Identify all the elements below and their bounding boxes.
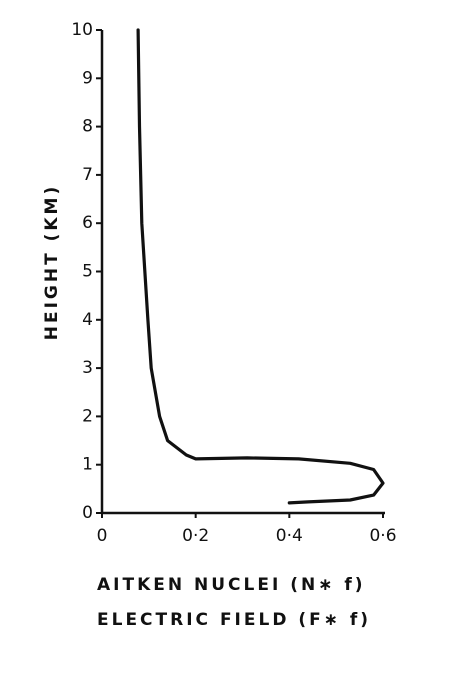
y-tick-label: 0 — [82, 503, 93, 523]
y-tick-label: 7 — [82, 165, 93, 185]
y-tick-label: 3 — [82, 358, 93, 378]
x-axis-label: AITKEN NUCLEI (N∗ f) — [97, 575, 366, 595]
x-tick-label: 0 — [97, 526, 108, 546]
x-tick-label: 0·6 — [369, 526, 396, 546]
y-axis-label: HEIGHT (KM) — [42, 184, 62, 341]
y-tick-label: 4 — [82, 310, 93, 330]
y-tick-label: 10 — [71, 20, 93, 40]
y-tick-label: 9 — [82, 68, 93, 88]
x-tick-label: 0·2 — [182, 526, 209, 546]
x-axis-label: ELECTRIC FIELD (F∗ f) — [97, 610, 371, 630]
y-tick-label: 2 — [82, 406, 93, 426]
y-tick-label: 5 — [82, 262, 93, 282]
x-tick-label: 0·4 — [276, 526, 303, 546]
y-tick-label: 6 — [82, 213, 93, 233]
y-tick-label: 1 — [82, 455, 93, 475]
y-tick-label: 8 — [82, 117, 93, 137]
data-line — [136, 28, 385, 505]
